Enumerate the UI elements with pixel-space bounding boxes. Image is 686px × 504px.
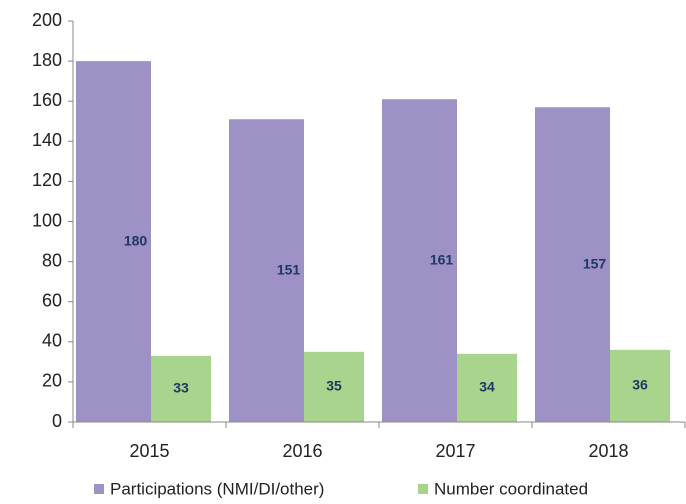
y-tick-label: 200 [32, 10, 62, 30]
legend-label: Number coordinated [434, 479, 588, 498]
value-label: 34 [479, 379, 495, 395]
value-label: 157 [583, 255, 607, 271]
legend-swatch [94, 484, 104, 494]
legend-swatch [418, 484, 428, 494]
bar [610, 349, 670, 422]
y-tick-label: 80 [42, 250, 62, 270]
y-tick-label: 60 [42, 290, 62, 310]
value-label: 161 [430, 251, 454, 267]
bar [151, 355, 211, 422]
bar [535, 107, 610, 422]
y-tick-label: 140 [32, 130, 62, 150]
value-label: 35 [326, 378, 342, 394]
bar [304, 351, 364, 422]
y-tick-label: 160 [32, 90, 62, 110]
bar [76, 61, 151, 422]
y-tick-label: 120 [32, 170, 62, 190]
bar [457, 353, 517, 422]
y-tick-label: 180 [32, 50, 62, 70]
legend-label: Participations (NMI/DI/other) [110, 479, 324, 498]
x-tick-label: 2018 [588, 441, 628, 461]
value-label: 151 [277, 261, 301, 277]
y-tick-label: 40 [42, 331, 62, 351]
value-label: 180 [124, 232, 148, 248]
bar [229, 119, 304, 423]
x-tick-label: 2016 [282, 441, 322, 461]
y-tick-label: 0 [52, 411, 62, 431]
y-tick-label: 100 [32, 210, 62, 230]
bar [382, 99, 457, 422]
y-tick-label: 20 [42, 371, 62, 391]
x-tick-label: 2017 [435, 441, 475, 461]
value-label: 33 [173, 380, 189, 396]
value-label: 36 [632, 377, 648, 393]
x-tick-label: 2015 [129, 441, 169, 461]
